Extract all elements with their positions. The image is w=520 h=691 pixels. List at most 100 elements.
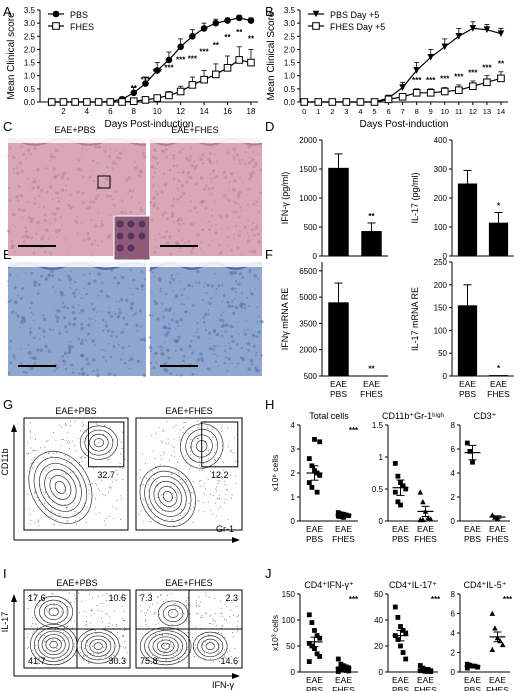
cell-speck	[154, 352, 157, 355]
cell-speck	[55, 291, 57, 293]
x-tick-label: FHES	[332, 534, 355, 544]
cell-speck	[65, 330, 68, 333]
data-point	[392, 461, 398, 466]
cell-speck	[257, 330, 261, 334]
cell-speck	[100, 240, 104, 243]
event-dot	[165, 599, 167, 601]
event-dot	[154, 613, 156, 615]
cell-speck	[240, 209, 243, 212]
data-point	[235, 56, 244, 64]
cell-speck	[122, 352, 125, 354]
y-tick-label: 1.0	[24, 72, 36, 81]
y-axis-label: Mean Clinical Score	[266, 11, 277, 100]
inset-nucleus	[116, 220, 124, 228]
event-dot	[179, 429, 181, 431]
flow-panel-title: EAE+FHES	[165, 406, 212, 416]
cell-speck	[196, 270, 200, 274]
cell-speck	[170, 318, 174, 322]
cell-speck	[153, 299, 157, 303]
cell-speck	[182, 359, 185, 363]
bar	[328, 167, 349, 256]
event-dot	[58, 424, 60, 426]
cell-speck	[245, 342, 247, 344]
cell-speck	[9, 346, 12, 349]
cell-speck	[233, 178, 237, 183]
event-dot	[227, 600, 229, 602]
y-axis-label-wrap: IL-17 mRNA RE	[410, 287, 420, 351]
event-dot	[83, 454, 85, 456]
x-tick-label: FHES	[332, 685, 355, 691]
cell-speck	[248, 269, 252, 273]
cell-speck	[110, 269, 114, 272]
cell-speck	[191, 285, 194, 288]
cell-speck	[236, 194, 241, 199]
cell-speck	[207, 313, 210, 316]
cell-speck	[240, 346, 243, 349]
cell-speck	[130, 301, 135, 306]
cell-speck	[67, 322, 72, 326]
data-point	[417, 668, 423, 674]
plot-frame	[23, 417, 129, 531]
event-dot	[147, 652, 149, 654]
event-dot	[237, 656, 239, 658]
event-dot	[98, 595, 100, 597]
event-dot	[75, 520, 77, 522]
event-dot	[168, 443, 170, 445]
event-dot	[101, 651, 103, 653]
cell-speck	[211, 169, 216, 173]
cell-speck	[91, 159, 95, 163]
contour-ring	[158, 485, 178, 507]
cell-speck	[127, 175, 132, 180]
y-tick-label: 8	[451, 421, 456, 430]
x-tick-label: 7	[401, 107, 405, 116]
cell-speck	[80, 326, 85, 331]
significance-label: **	[224, 33, 231, 42]
event-dot	[171, 624, 173, 626]
event-dot	[224, 498, 226, 500]
event-dot	[36, 605, 38, 607]
cell-speck	[149, 350, 153, 353]
event-dot	[198, 425, 200, 427]
contour-ring	[54, 481, 67, 494]
cell-speck	[116, 315, 121, 319]
event-dot	[177, 627, 179, 629]
cell-speck	[260, 320, 263, 323]
cell-speck	[211, 146, 214, 148]
cell-speck	[36, 185, 40, 189]
event-dot	[182, 432, 184, 434]
cell-speck	[119, 275, 122, 278]
cell-speck	[20, 320, 24, 325]
event-dot	[187, 433, 189, 435]
cell-speck	[96, 193, 100, 197]
cell-speck	[106, 165, 109, 169]
cell-speck	[34, 362, 37, 365]
cell-speck	[216, 344, 219, 347]
cell-speck	[200, 199, 204, 204]
event-dot	[75, 450, 77, 452]
event-dot	[75, 655, 77, 657]
y-tick-label: 250	[434, 258, 448, 267]
cell-speck	[247, 239, 251, 244]
cell-speck	[249, 180, 251, 182]
event-dot	[79, 430, 81, 432]
event-dot	[187, 597, 189, 599]
event-dot	[102, 621, 104, 623]
significance-label: *	[497, 202, 501, 211]
event-dot	[52, 523, 54, 525]
inset-nucleus	[116, 244, 124, 252]
event-dot	[175, 607, 177, 609]
cell-speck	[255, 200, 259, 204]
event-dot	[56, 648, 58, 650]
cell-speck	[150, 165, 155, 169]
event-dot	[207, 479, 209, 481]
event-dot	[159, 464, 161, 466]
event-dot	[95, 498, 97, 500]
y-axis-label-wrap: Mean Clinical Score	[266, 11, 277, 100]
event-dot	[212, 623, 214, 625]
event-dot	[196, 437, 198, 439]
cell-speck	[53, 369, 56, 372]
cell-speck	[27, 351, 29, 354]
x-tick-label: 2	[330, 107, 334, 116]
event-dot	[145, 619, 147, 621]
cell-speck	[167, 356, 171, 360]
